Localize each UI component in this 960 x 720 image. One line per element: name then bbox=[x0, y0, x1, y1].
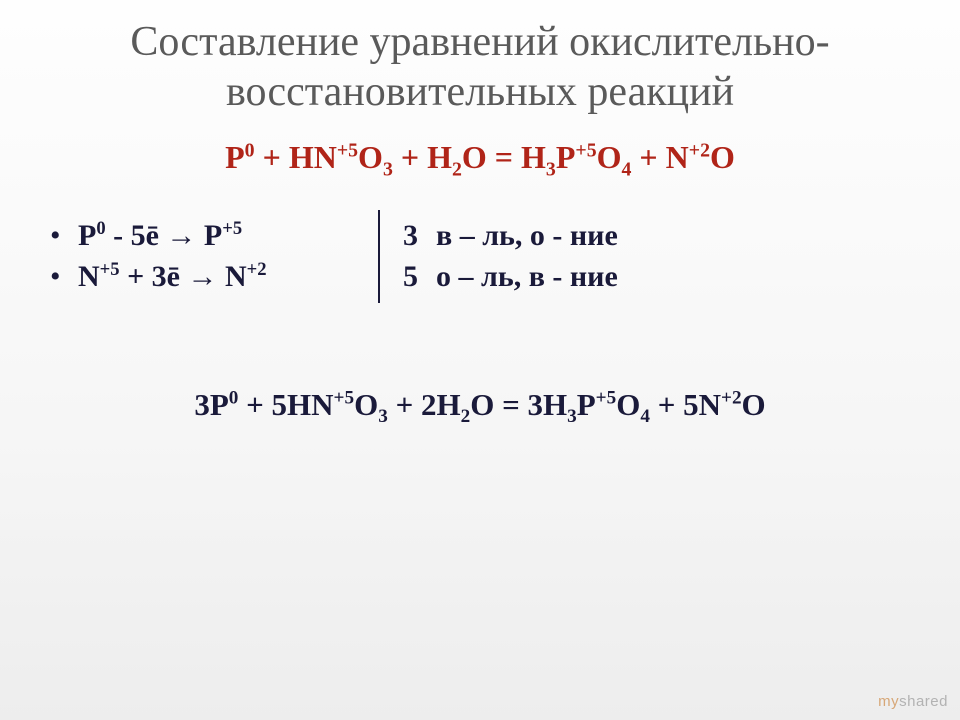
multiplier-value: 3 bbox=[403, 219, 418, 252]
half-reaction-description: о – ль, в - ние bbox=[428, 257, 618, 298]
oxidation-half-reaction: P0 - 5ē → P+5 bbox=[78, 216, 378, 257]
slide-title: Составление уравнений окислительно-восст… bbox=[40, 18, 920, 117]
half-reaction-description: в – ль, о - ние bbox=[428, 216, 618, 257]
watermark: myshared bbox=[878, 693, 948, 710]
slide: Составление уравнений окислительно-восст… bbox=[0, 0, 960, 720]
half-reaction-row: • N+5 + 3ē → N+2 5 о – ль, в - ние bbox=[50, 257, 920, 298]
bullet-icon: • bbox=[50, 216, 78, 257]
multiplier-value: 5 bbox=[403, 260, 418, 293]
watermark-part2: shared bbox=[899, 693, 948, 710]
reduction-half-reaction: N+5 + 3ē → N+2 bbox=[78, 257, 378, 298]
watermark-part1: my bbox=[878, 693, 899, 710]
half-reactions-block: • P0 - 5ē → P+5 3 в – ль, о - ние • N+5 … bbox=[50, 216, 920, 297]
multiplier: 3 bbox=[378, 216, 428, 257]
divider-line bbox=[378, 251, 380, 304]
balanced-equation: 3P0 + 5HN+5O3 + 2H2O = 3H3P+5O4 + 5N+2O bbox=[40, 387, 920, 423]
multiplier: 5 bbox=[378, 257, 428, 298]
bullet-icon: • bbox=[50, 257, 78, 298]
half-reaction-row: • P0 - 5ē → P+5 3 в – ль, о - ние bbox=[50, 216, 920, 257]
unbalanced-equation: P0 + HN+5O3 + H2O = H3P+5O4 + N+2O bbox=[40, 139, 920, 176]
